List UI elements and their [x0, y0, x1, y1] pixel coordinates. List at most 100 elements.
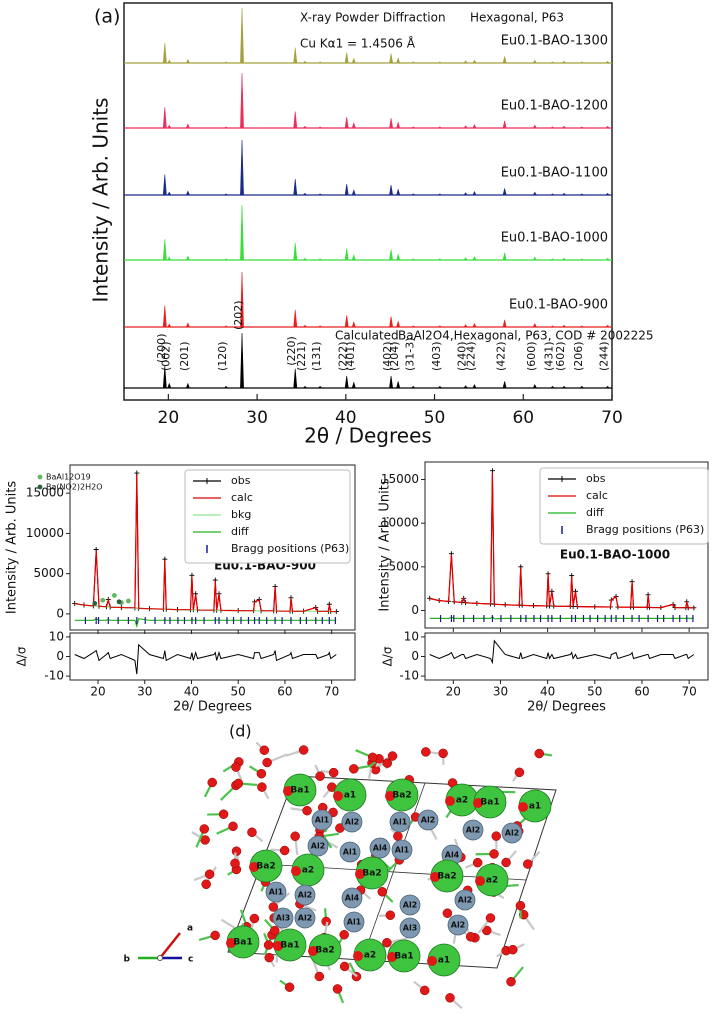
atom-label: Al2 — [298, 891, 313, 900]
peak — [532, 191, 537, 196]
oxygen-atom — [489, 849, 499, 859]
peak — [532, 124, 537, 129]
peak — [167, 323, 172, 328]
aluminium-atom — [447, 914, 469, 936]
peak — [317, 325, 323, 328]
aluminium-atom — [389, 811, 411, 833]
oxygen-atom — [382, 937, 392, 948]
peak — [437, 61, 443, 64]
plot-frame — [424, 461, 709, 629]
oxygen-atom — [491, 831, 502, 841]
oxygen-atom — [264, 952, 274, 963]
peak — [463, 60, 468, 64]
peak — [351, 189, 356, 196]
peak — [351, 254, 356, 261]
oxygen-atom — [204, 869, 215, 879]
peak-label: (422) — [495, 341, 508, 371]
y-tick-label: 10000 — [381, 516, 419, 530]
peak — [185, 59, 190, 64]
peak — [389, 53, 394, 64]
peak — [410, 325, 416, 328]
oxygen-atom — [268, 902, 279, 912]
peak — [293, 47, 298, 64]
peak — [344, 116, 349, 129]
peak — [396, 381, 401, 389]
peak — [472, 323, 477, 328]
x-tick-label: 60 — [634, 685, 649, 699]
y-axis-label: Intensity / Arb. Units — [378, 478, 393, 611]
atom-label: Al2 — [345, 818, 360, 827]
panel-label: (d) — [229, 722, 252, 741]
series-label: Eu0.1-BAO-1300 — [501, 34, 608, 49]
peak — [240, 139, 244, 196]
legend-box — [184, 469, 351, 564]
peak-label: (201) — [178, 341, 191, 371]
x-tick-label: 30 — [137, 685, 152, 699]
impurity-legend-marker — [37, 474, 43, 480]
peak — [302, 60, 308, 64]
atom-label: Al2 — [311, 842, 326, 851]
y-tick-label: 5000 — [33, 566, 64, 580]
x-tick-label: 70 — [324, 685, 339, 699]
peak — [410, 258, 416, 261]
peak — [549, 325, 556, 328]
peak-label: (131) — [310, 341, 323, 371]
peak-label: (401) — [344, 341, 357, 371]
atom-label: Al2 — [403, 901, 418, 910]
atom-label: Al1 — [315, 816, 330, 825]
legend-label: diff — [586, 506, 604, 519]
peak — [579, 193, 585, 196]
peak — [437, 385, 443, 389]
atom-label: Al2 — [298, 914, 313, 923]
oxygen-atom — [367, 752, 378, 763]
peak — [605, 192, 610, 196]
peak — [240, 204, 244, 261]
plot-frame — [123, 2, 613, 401]
peak — [185, 123, 190, 129]
peak — [344, 375, 349, 389]
peak — [344, 183, 349, 196]
peak — [185, 190, 190, 196]
peak — [437, 325, 443, 328]
y-axis-label: Intensity / Arb. Units — [5, 481, 20, 614]
peak — [532, 59, 537, 64]
x-tick-label: 20 — [446, 685, 461, 699]
x-tick-label: 60 — [277, 685, 292, 699]
axis-label: b — [124, 955, 131, 965]
residual-y-label: Δ/σ — [381, 646, 395, 666]
legend-label: Bragg positions (P63) — [586, 523, 704, 536]
atom-label: Ba1 — [480, 798, 499, 808]
peak-label: (602) — [554, 341, 567, 371]
peak — [579, 258, 585, 261]
oxygen-atom — [382, 758, 393, 768]
peak — [302, 385, 308, 389]
peak — [579, 325, 585, 328]
atom-label: a2 — [302, 866, 314, 876]
oxygen-atom — [199, 824, 210, 834]
peak — [549, 126, 556, 129]
peak — [344, 315, 349, 328]
atom-label: Ba1 — [394, 952, 413, 962]
oxygen-atom — [270, 925, 280, 936]
oxygen-atom — [315, 771, 325, 781]
residual-y-label: Δ/σ — [15, 646, 29, 666]
x-tick-label: 40 — [184, 685, 199, 699]
atom-label: Ba2 — [437, 872, 456, 882]
aluminium-atom — [369, 837, 391, 859]
peak — [463, 257, 468, 261]
peak — [561, 125, 567, 129]
residual-y-tick-label: 10 — [404, 629, 419, 643]
axis-origin — [157, 955, 163, 961]
x-tick-label: 50 — [231, 685, 246, 699]
peak — [351, 321, 356, 328]
impurity-marker — [92, 601, 98, 606]
oxygen-atom — [419, 985, 430, 996]
x-tick-label: 70 — [681, 685, 696, 699]
oxygen-atom — [506, 976, 516, 987]
peak-label: (222) — [337, 341, 350, 371]
series-label: Eu0.1-BAO-1200 — [501, 99, 608, 114]
peak — [463, 385, 468, 389]
atom-label: Al4 — [445, 851, 460, 860]
peak-label: (200) — [155, 333, 168, 363]
peak — [240, 332, 244, 389]
